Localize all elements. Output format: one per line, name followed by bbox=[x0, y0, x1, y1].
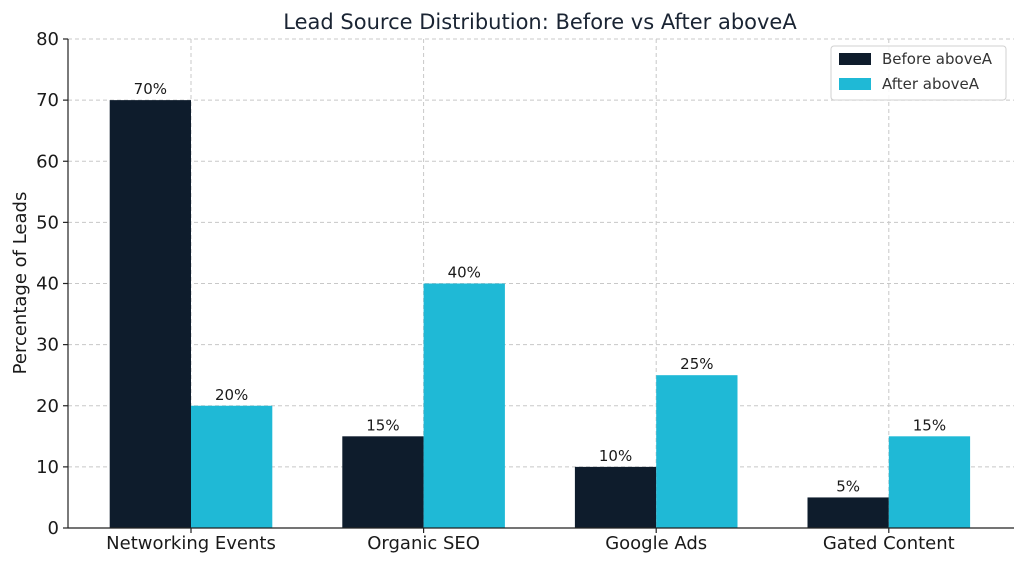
bar-data-label: 20% bbox=[215, 386, 248, 404]
bar-after bbox=[888, 436, 971, 528]
x-tick-label: Google Ads bbox=[605, 533, 707, 554]
bar-after bbox=[656, 375, 738, 528]
x-tick-label: Organic SEO bbox=[367, 533, 480, 554]
x-tick-label: Gated Content bbox=[823, 533, 955, 554]
bar-before bbox=[342, 436, 424, 528]
y-tick-label: 60 bbox=[36, 151, 59, 172]
legend-box bbox=[830, 45, 1007, 101]
bar-after bbox=[423, 283, 505, 528]
bar-data-label: 70% bbox=[134, 80, 167, 98]
legend-swatch bbox=[839, 78, 871, 90]
bar-before bbox=[574, 466, 657, 528]
y-tick-label: 70 bbox=[36, 90, 59, 111]
legend-swatch bbox=[839, 53, 871, 65]
y-tick-label: 50 bbox=[36, 212, 59, 233]
chart-title: Lead Source Distribution: Before vs Afte… bbox=[283, 10, 797, 34]
y-tick-label: 40 bbox=[36, 274, 59, 295]
bar-before bbox=[807, 497, 889, 528]
y-tick-label: 10 bbox=[36, 457, 59, 478]
bar-data-label: 25% bbox=[680, 355, 713, 373]
y-tick-label: 30 bbox=[36, 335, 59, 356]
axes-layer: 0 10 20 30 40 50 60 70 80 Networking Events Organi… bbox=[36, 29, 1014, 554]
legend-label: Before aboveA bbox=[882, 50, 993, 68]
bar-before bbox=[109, 100, 191, 528]
bar-data-label: 5% bbox=[836, 477, 860, 495]
legend: Before aboveA After aboveA bbox=[830, 45, 1007, 101]
legend-label: After aboveA bbox=[882, 75, 980, 93]
bar-data-label: 40% bbox=[448, 264, 481, 282]
bar-data-label: 15% bbox=[366, 416, 399, 434]
bar-data-label: 15% bbox=[913, 416, 946, 434]
x-tick-label: Networking Events bbox=[106, 533, 276, 554]
bar-after bbox=[191, 405, 273, 528]
y-axis-title: Percentage of Leads bbox=[10, 192, 31, 375]
y-tick-label: 0 bbox=[48, 518, 59, 539]
bar-data-label: 10% bbox=[599, 447, 632, 465]
y-tick-label: 20 bbox=[36, 396, 59, 417]
y-tick-label: 80 bbox=[36, 29, 59, 50]
bars-layer: 70% 15% 10% 5% 20% 40% 25% 15% bbox=[109, 80, 971, 528]
